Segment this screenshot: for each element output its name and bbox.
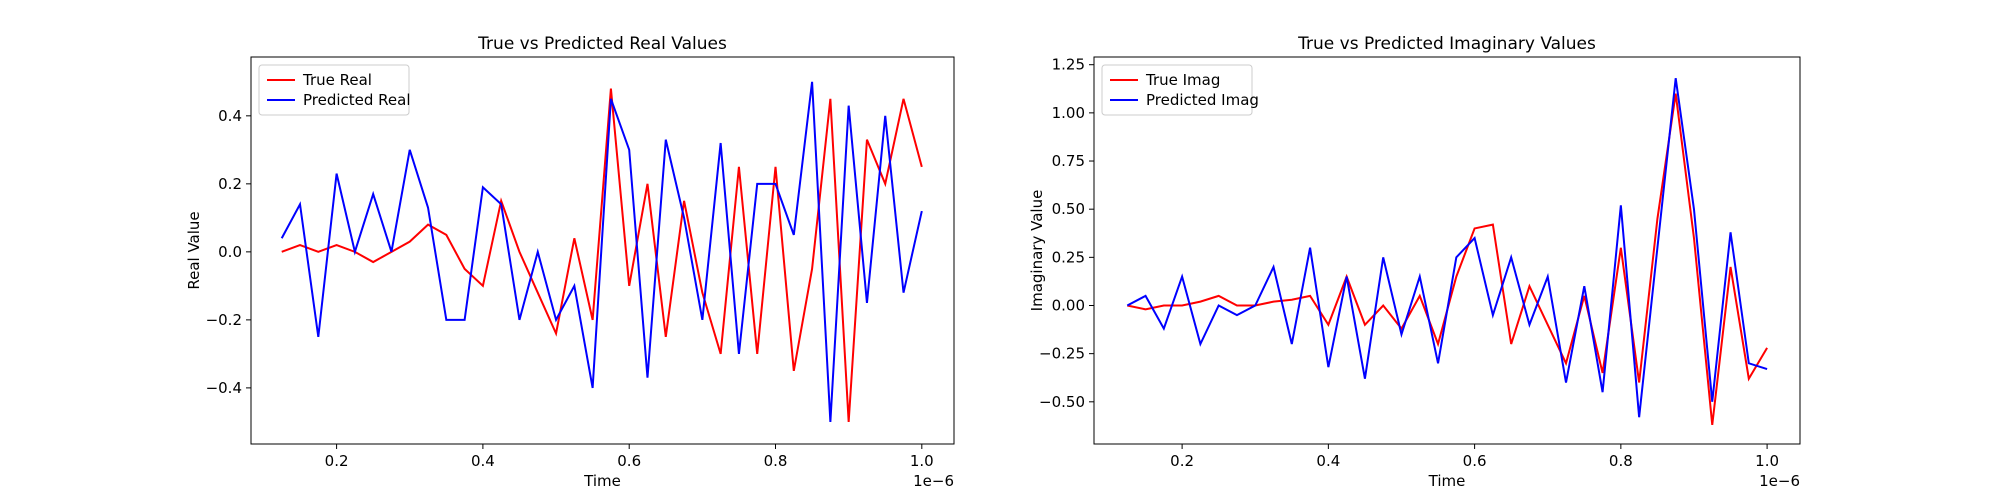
y-tick-label: 1.00	[1052, 104, 1085, 122]
y-tick-label: −0.25	[1039, 345, 1085, 363]
legend-label: True Imag	[1145, 71, 1220, 89]
y-tick-label: 0.4	[218, 107, 242, 125]
x-tick-label: 0.4	[1316, 452, 1340, 470]
y-tick-label: 0.50	[1052, 200, 1085, 218]
y-tick-label: −0.50	[1039, 393, 1085, 411]
x-tick-label: 1.0	[1755, 452, 1779, 470]
plot-frame	[250, 56, 955, 445]
y-tick-label: −0.4	[206, 379, 242, 397]
series-line	[1126, 78, 1768, 418]
x-tick-label: 0.8	[764, 452, 788, 470]
y-axis-label: Real Value	[185, 211, 203, 289]
x-tick-label: 0.6	[1463, 452, 1487, 470]
y-tick-label: 1.25	[1052, 56, 1085, 74]
y-tick-label: −0.2	[206, 311, 242, 329]
x-tick-label: 0.2	[325, 452, 349, 470]
x-tick-label: 0.8	[1609, 452, 1633, 470]
y-tick-label: 0.00	[1052, 296, 1085, 314]
legend-box	[258, 64, 410, 116]
chart-title: True vs Predicted Real Values	[477, 34, 727, 54]
x-tick-label: 1.0	[910, 452, 934, 470]
series-line	[281, 88, 923, 422]
x-axis-label: Time	[583, 472, 621, 490]
plot-frame	[1093, 56, 1801, 445]
x-axis-label: Time	[1428, 472, 1466, 490]
legend-label: Predicted Real	[303, 91, 411, 109]
x-tick-label: 0.2	[1170, 452, 1194, 470]
y-tick-label: 0.25	[1052, 248, 1085, 266]
legend-label: Predicted Imag	[1146, 91, 1259, 109]
series-line	[1127, 93, 1768, 426]
y-tick-label: 0.2	[218, 175, 242, 193]
y-tick-label: 0.75	[1052, 152, 1085, 170]
y-axis-label: Imaginary Value	[1028, 190, 1046, 312]
x-offset-label: 1e−6	[1759, 472, 1800, 490]
series-line	[280, 81, 923, 422]
x-tick-label: 0.4	[471, 452, 495, 470]
x-offset-label: 1e−6	[913, 472, 954, 490]
y-tick-label: 0.0	[218, 243, 242, 261]
legend-box	[1101, 64, 1253, 116]
legend-label: True Real	[302, 71, 372, 89]
chart-title: True vs Predicted Imaginary Values	[1297, 34, 1596, 54]
x-tick-label: 0.6	[617, 452, 641, 470]
